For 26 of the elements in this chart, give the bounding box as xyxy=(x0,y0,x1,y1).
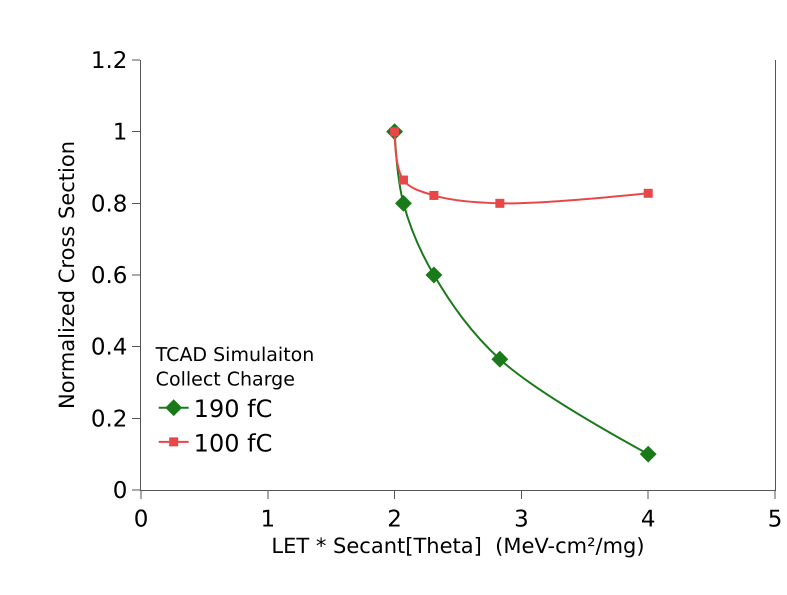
y-tick-label: 0.2 xyxy=(90,406,128,432)
legend-label: 100 fC xyxy=(194,429,272,458)
y-tick-label: 0.4 xyxy=(90,334,128,361)
point xyxy=(644,188,653,198)
x-tick-label: 0 xyxy=(134,506,148,533)
legend-label: 190 fC xyxy=(194,395,272,424)
point xyxy=(395,194,412,212)
x-tick-label: 3 xyxy=(514,506,529,533)
legend-title: TCAD Simulaiton Collect Charge xyxy=(154,344,314,391)
y-tick-label: 1.2 xyxy=(90,48,128,74)
point xyxy=(425,266,442,284)
y-axis-title: Normalized Cross Section xyxy=(54,140,79,410)
y-tick-label: 0 xyxy=(112,478,128,504)
point xyxy=(640,446,657,463)
point xyxy=(429,190,438,200)
point xyxy=(491,350,508,368)
y-tick-label: 1 xyxy=(112,120,128,146)
point xyxy=(495,198,504,208)
x-tick-label: 1 xyxy=(260,506,276,533)
x-axis-title: LET * Secant[Theta] (MeV-cm²/mg) xyxy=(271,534,645,558)
y-tick-label: 0.6 xyxy=(90,263,128,290)
x-tick-label: 5 xyxy=(768,506,782,533)
x-tick-label: 2 xyxy=(387,506,402,533)
point xyxy=(398,176,408,185)
y-tick-label: 0.8 xyxy=(90,191,128,218)
x-tick-label: 4 xyxy=(640,506,656,533)
